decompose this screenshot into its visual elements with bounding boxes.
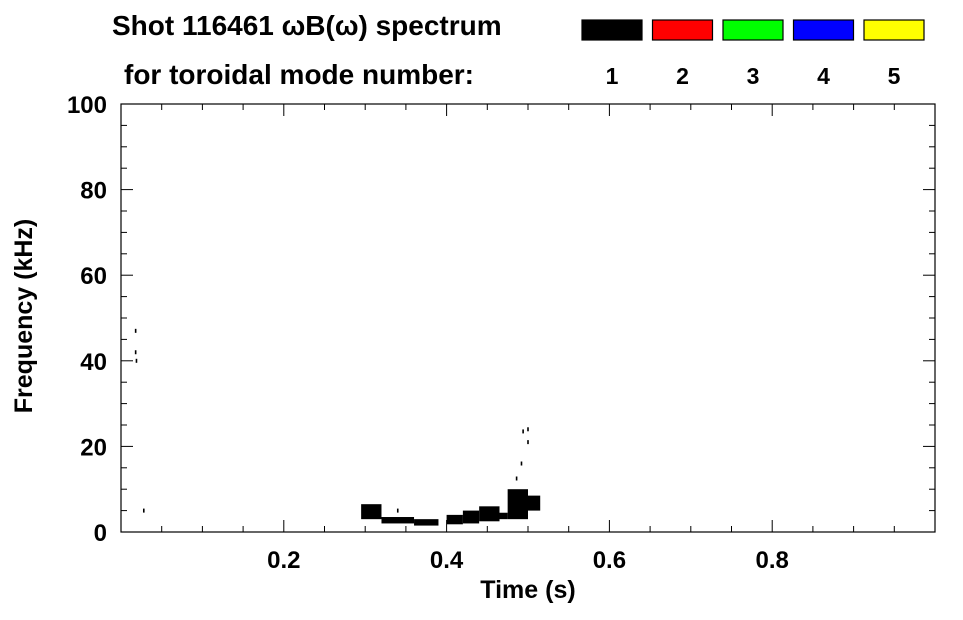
- spectrum-point: [520, 461, 523, 466]
- spectrum-point: [527, 427, 529, 432]
- spectrum-segment: [381, 517, 415, 524]
- spectrum-segment: [499, 512, 508, 520]
- legend-swatch: [651, 19, 714, 41]
- spectrum-segment: [462, 510, 480, 524]
- y-tick-label: 40: [80, 349, 107, 376]
- y-axis-label: Frequency (kHz): [10, 219, 38, 413]
- legend-label: 3: [747, 63, 760, 89]
- y-tick-label: 0: [94, 520, 107, 547]
- legend-label: 1: [606, 63, 619, 89]
- legend-swatch: [722, 19, 784, 41]
- spectrum-segment: [361, 504, 382, 520]
- spectrum-point: [396, 508, 399, 513]
- legend-swatch: [581, 19, 643, 41]
- x-tick-label: 0.6: [593, 547, 626, 574]
- legend-swatch: [863, 19, 925, 41]
- y-tick-label: 100: [67, 92, 107, 119]
- y-tick-label: 80: [80, 178, 107, 205]
- spectrum-segment: [507, 489, 528, 520]
- legend-swatch: [792, 19, 855, 41]
- y-tick-label: 60: [80, 263, 107, 290]
- spectrum-point: [527, 440, 529, 445]
- spectrum-point: [142, 508, 145, 513]
- spectrum-point: [134, 328, 137, 333]
- spectrum-point: [134, 350, 137, 355]
- spectrum-point: [135, 358, 138, 363]
- y-tick-label: 20: [80, 434, 107, 461]
- spectrum-segment: [528, 495, 541, 511]
- chart-title-line2: for toroidal mode number:: [124, 59, 474, 90]
- spectrum-segment: [479, 506, 500, 522]
- legend-label: 2: [676, 63, 689, 89]
- plot-area: 0.2 0.4 0.6 0.8 0 20 40 60 80 100: [67, 92, 936, 574]
- legend: 1 2 3 4 5: [581, 19, 925, 89]
- legend-label: 4: [817, 63, 830, 89]
- x-axis-label: Time (s): [480, 576, 575, 604]
- x-tick-label: 0.2: [267, 547, 300, 574]
- spectrum-segment: [446, 514, 463, 525]
- legend-label: 5: [888, 63, 901, 89]
- x-tick-label: 0.8: [756, 547, 789, 574]
- spectrum-point: [522, 429, 524, 434]
- spectrum-point: [515, 476, 518, 481]
- x-tick-label: 0.4: [430, 547, 464, 574]
- chart-title-line1: Shot 116461 ωB(ω) spectrum: [112, 10, 502, 41]
- spectrum-segment: [414, 519, 439, 526]
- plot-frame: [120, 103, 936, 533]
